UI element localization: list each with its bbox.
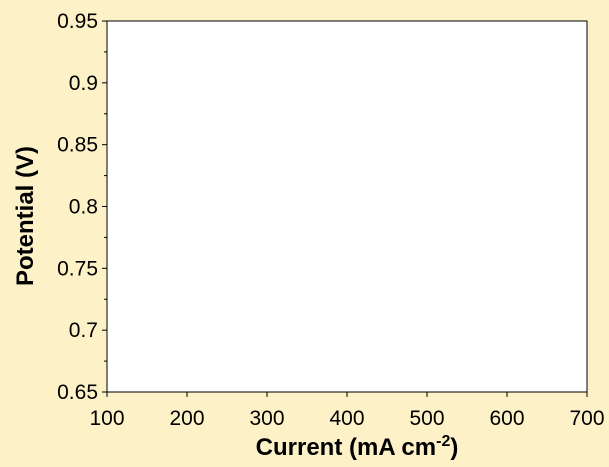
x-tick-label: 700: [569, 407, 604, 430]
y-tick-label: 0.8: [69, 196, 98, 219]
x-tick-label: 500: [409, 407, 444, 430]
x-axis-title-main: Current (mA cm: [256, 434, 436, 461]
y-tick-label: 0.7: [69, 319, 98, 342]
x-tick-label: 600: [489, 407, 524, 430]
x-axis-tick-labels: 100 200 300 400 500 600 700: [89, 407, 604, 430]
y-tick-label: 0.65: [57, 381, 98, 404]
x-tick-label: 300: [249, 407, 284, 430]
x-tick-label: 200: [169, 407, 204, 430]
y-tick-label: 0.75: [57, 257, 98, 280]
y-tick-label: 0.85: [57, 134, 98, 157]
x-axis-ticks: [106, 392, 588, 397]
x-tick-label: 400: [329, 407, 364, 430]
y-axis-tick-labels: 0.65 0.7 0.75 0.8 0.85 0.9 0.95: [57, 10, 98, 404]
x-axis-title-superscript: -2: [436, 433, 450, 450]
y-tick-label: 0.95: [57, 10, 98, 33]
x-axis-title-suffix: ): [450, 434, 458, 461]
x-tick-label: 100: [89, 407, 124, 430]
y-axis-title: Potential (V): [12, 146, 39, 286]
plot-area: [106, 20, 588, 393]
x-axis-title: Current (mA cm-2): [256, 433, 459, 461]
y-axis-ticks: [102, 20, 107, 393]
y-tick-label: 0.9: [69, 72, 98, 95]
